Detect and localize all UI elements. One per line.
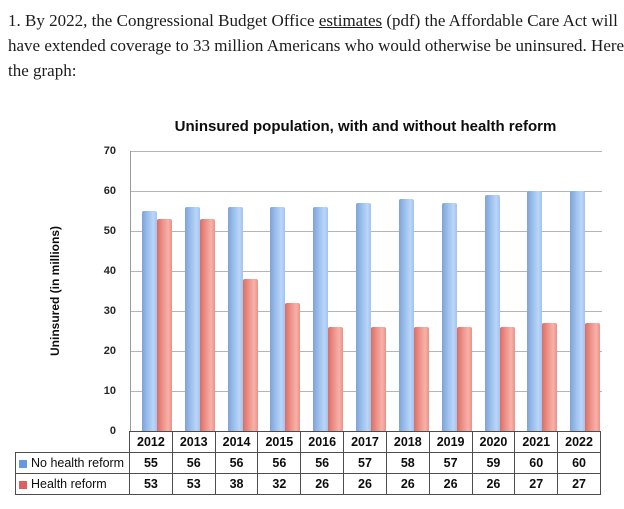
bar-health-reform-2021 bbox=[542, 323, 558, 431]
bar-health-reform-2016 bbox=[328, 327, 344, 431]
bar-no-health-reform-2020 bbox=[484, 195, 500, 431]
series-name: Health reform bbox=[31, 477, 107, 491]
bar-health-reform-2017 bbox=[371, 327, 387, 431]
bar-no-health-reform-2014 bbox=[227, 207, 243, 431]
bar-no-health-reform-2017 bbox=[356, 203, 372, 431]
bar-no-health-reform-2013 bbox=[184, 207, 200, 431]
intro-paragraph: 1. By 2022, the Congressional Budget Off… bbox=[8, 8, 624, 83]
value-cell-no-health-reform-2019: 57 bbox=[428, 452, 473, 474]
value-cell-health-reform-2014: 38 bbox=[214, 473, 259, 495]
intro-line-text: (pdf) the Affordable Care Act will bbox=[382, 11, 618, 30]
year-header-cell: 2020 bbox=[471, 431, 516, 453]
year-header-cell: 2013 bbox=[171, 431, 216, 453]
y-tick-label-60: 60 bbox=[103, 185, 116, 197]
intro-line-text: have extended coverage to 33 million Ame… bbox=[8, 36, 624, 55]
y-axis-title-text: Uninsured (in millions) bbox=[48, 225, 63, 357]
intro-line: have extended coverage to 33 million Ame… bbox=[8, 33, 624, 58]
value-cell-health-reform-2021: 27 bbox=[514, 473, 559, 495]
value-cell-no-health-reform-2018: 58 bbox=[385, 452, 430, 474]
value-cell-no-health-reform-2014: 56 bbox=[214, 452, 259, 474]
year-header-cell: 2018 bbox=[385, 431, 430, 453]
bar-no-health-reform-2022 bbox=[570, 191, 586, 431]
y-axis-tick-labels: 0 10 20 30 40 50 60 70 bbox=[86, 145, 122, 437]
value-cell-health-reform-2016: 26 bbox=[300, 473, 345, 495]
bar-health-reform-2018 bbox=[413, 327, 429, 431]
value-cell-no-health-reform-2021: 60 bbox=[514, 452, 559, 474]
value-cell-no-health-reform-2022: 60 bbox=[557, 452, 601, 474]
bar-health-reform-2013 bbox=[199, 219, 215, 431]
intro-line-text: 1. By 2022, the Congressional Budget Off… bbox=[8, 11, 319, 30]
bar-no-health-reform-2016 bbox=[313, 207, 329, 431]
y-tick-label-30: 30 bbox=[103, 305, 116, 317]
year-header-cell: 2016 bbox=[300, 431, 345, 453]
intro-line: 1. By 2022, the Congressional Budget Off… bbox=[8, 8, 618, 33]
series-name: No health reform bbox=[31, 456, 125, 470]
data-table: 2012 2013 2014 2015 2016 2017 2018 2019 2020 2021… bbox=[15, 431, 601, 495]
bar-no-health-reform-2018 bbox=[398, 199, 414, 431]
value-cell-health-reform-2022: 27 bbox=[557, 473, 601, 495]
bar-health-reform-2020 bbox=[499, 327, 515, 431]
year-header-cell: 2014 bbox=[214, 431, 259, 453]
value-cell-health-reform-2012: 53 bbox=[129, 473, 173, 495]
bar-health-reform-2014 bbox=[242, 279, 258, 431]
intro-line: the graph: bbox=[8, 58, 618, 83]
value-cell-no-health-reform-2013: 56 bbox=[171, 452, 216, 474]
chart-title: Uninsured population, with and without h… bbox=[174, 118, 557, 135]
y-tick-label-40: 40 bbox=[103, 265, 116, 277]
year-header-cell: 2017 bbox=[343, 431, 387, 453]
value-cell-no-health-reform-2017: 57 bbox=[343, 452, 387, 474]
table-series-row: No health reform 55 56 56 56 56 57 58 57 59 60 60 bbox=[15, 452, 601, 474]
bar-no-health-reform-2015 bbox=[270, 207, 286, 431]
value-cell-health-reform-2018: 26 bbox=[385, 473, 430, 495]
year-header-cell: 2012 bbox=[129, 431, 173, 453]
value-cell-no-health-reform-2016: 56 bbox=[300, 452, 345, 474]
y-tick-label-0: 0 bbox=[109, 425, 116, 437]
y-tick-label-20: 20 bbox=[103, 345, 116, 357]
value-cell-health-reform-2013: 53 bbox=[171, 473, 216, 495]
gridline-60 bbox=[131, 191, 602, 192]
series-label-cell: No health reform bbox=[15, 452, 130, 474]
y-tick-label-50: 50 bbox=[103, 225, 116, 237]
year-header-cell: 2022 bbox=[557, 431, 601, 453]
y-tick-label-70: 70 bbox=[103, 145, 116, 157]
value-cell-no-health-reform-2015: 56 bbox=[257, 452, 302, 474]
year-header-cell: 2021 bbox=[514, 431, 559, 453]
bar-no-health-reform-2012 bbox=[142, 211, 157, 431]
y-tick-label-10: 10 bbox=[103, 385, 116, 397]
bar-health-reform-2012 bbox=[157, 219, 172, 431]
value-cell-no-health-reform-2020: 59 bbox=[471, 452, 516, 474]
table-year-row: 2012 2013 2014 2015 2016 2017 2018 2019 2020 2021… bbox=[16, 431, 601, 453]
legend-swatch-icon bbox=[19, 459, 27, 468]
table-series-row: Health reform 53 53 38 32 26 26 26 26 26 27 27 bbox=[15, 473, 601, 495]
legend-swatch-icon bbox=[19, 480, 27, 489]
value-cell-health-reform-2020: 26 bbox=[471, 473, 516, 495]
plot-area bbox=[130, 151, 602, 431]
bar-no-health-reform-2019 bbox=[441, 203, 457, 431]
year-header-cell: 2015 bbox=[257, 431, 302, 453]
y-axis-title: Uninsured (in millions) bbox=[44, 151, 66, 431]
intro-line-text: the graph: bbox=[8, 61, 77, 80]
value-cell-no-health-reform-2012: 55 bbox=[129, 452, 173, 474]
gridline-70 bbox=[131, 151, 602, 152]
bar-health-reform-2019 bbox=[456, 327, 472, 431]
value-cell-health-reform-2015: 32 bbox=[257, 473, 302, 495]
series-label-cell: Health reform bbox=[15, 473, 130, 495]
bar-health-reform-2015 bbox=[285, 303, 301, 431]
bar-no-health-reform-2021 bbox=[527, 191, 543, 431]
value-cell-health-reform-2017: 26 bbox=[343, 473, 387, 495]
estimates-link[interactable]: estimates bbox=[318, 11, 383, 30]
table-corner-blank bbox=[16, 432, 130, 453]
value-cell-health-reform-2019: 26 bbox=[428, 473, 473, 495]
bar-health-reform-2022 bbox=[585, 323, 601, 431]
year-header-cell: 2019 bbox=[428, 431, 473, 453]
